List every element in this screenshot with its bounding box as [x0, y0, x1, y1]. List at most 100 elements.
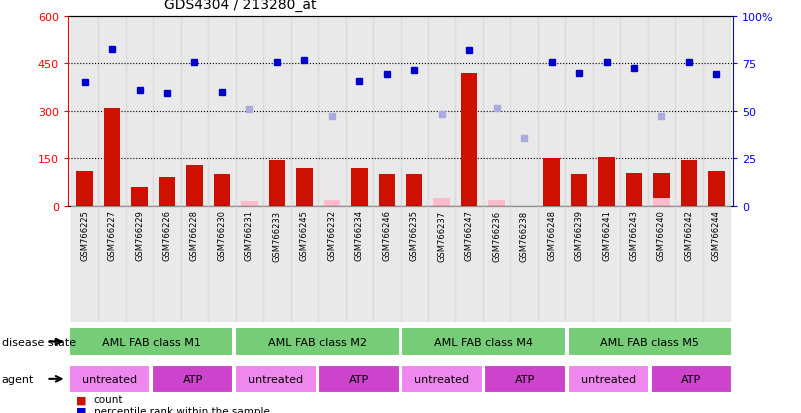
- Bar: [406, 175, 422, 206]
- Bar: [593, 17, 620, 207]
- Bar: [351, 169, 368, 206]
- Text: GSM766226: GSM766226: [163, 210, 171, 261]
- Text: GSM766227: GSM766227: [107, 210, 116, 261]
- Text: percentile rank within the sample: percentile rank within the sample: [94, 406, 270, 413]
- Text: ATP: ATP: [183, 374, 203, 384]
- Bar: [235, 365, 316, 393]
- Bar: [235, 17, 264, 207]
- Bar: [537, 17, 566, 207]
- Text: AML FAB class M2: AML FAB class M2: [268, 337, 367, 347]
- Text: GSM766244: GSM766244: [712, 210, 721, 261]
- Text: GSM766228: GSM766228: [190, 210, 199, 261]
- Bar: [241, 202, 258, 206]
- Bar: [181, 17, 208, 207]
- Bar: [69, 328, 233, 356]
- Bar: [571, 175, 587, 206]
- Bar: [186, 165, 203, 206]
- Bar: [126, 206, 153, 322]
- Bar: [208, 17, 235, 207]
- Bar: [291, 17, 318, 207]
- Text: GSM766243: GSM766243: [630, 210, 638, 261]
- Bar: [235, 328, 400, 356]
- Text: GSM766230: GSM766230: [217, 210, 227, 261]
- Bar: [566, 206, 593, 322]
- Bar: [345, 206, 373, 322]
- Bar: [675, 17, 702, 207]
- Bar: [620, 17, 648, 207]
- Bar: [296, 169, 312, 206]
- Bar: [69, 365, 151, 393]
- Text: ■: ■: [76, 394, 87, 404]
- Bar: [626, 173, 642, 206]
- Bar: [401, 328, 566, 356]
- Text: GSM766235: GSM766235: [410, 210, 419, 261]
- Text: ■: ■: [76, 406, 87, 413]
- Bar: [159, 178, 175, 206]
- Bar: [428, 17, 456, 207]
- Text: count: count: [94, 394, 123, 404]
- Text: ATP: ATP: [348, 374, 369, 384]
- Bar: [483, 206, 510, 322]
- Text: disease state: disease state: [2, 337, 76, 347]
- Bar: [675, 206, 702, 322]
- Bar: [654, 173, 670, 206]
- Bar: [126, 17, 153, 207]
- Text: GSM766247: GSM766247: [465, 210, 473, 261]
- Bar: [264, 206, 291, 322]
- Bar: [593, 206, 620, 322]
- Bar: [235, 206, 264, 322]
- Bar: [104, 108, 120, 206]
- Bar: [510, 206, 537, 322]
- Bar: [537, 206, 566, 322]
- Text: GSM766233: GSM766233: [272, 210, 281, 261]
- Bar: [318, 365, 400, 393]
- Text: GSM766246: GSM766246: [382, 210, 391, 261]
- Bar: [708, 172, 725, 206]
- Text: GSM766239: GSM766239: [574, 210, 584, 261]
- Bar: [648, 17, 675, 207]
- Bar: [318, 17, 345, 207]
- Bar: [702, 206, 731, 322]
- Text: AML FAB class M5: AML FAB class M5: [601, 337, 699, 347]
- Bar: [456, 17, 483, 207]
- Text: GSM766245: GSM766245: [300, 210, 309, 261]
- Text: untreated: untreated: [82, 374, 137, 384]
- Bar: [268, 161, 285, 206]
- Bar: [379, 175, 395, 206]
- Bar: [214, 175, 230, 206]
- Bar: [650, 365, 732, 393]
- Bar: [99, 17, 126, 207]
- Bar: [401, 365, 483, 393]
- Text: GSM766229: GSM766229: [135, 210, 144, 261]
- Text: AML FAB class M4: AML FAB class M4: [434, 337, 533, 347]
- Text: GSM766225: GSM766225: [80, 210, 89, 261]
- Text: GSM766234: GSM766234: [355, 210, 364, 261]
- Text: untreated: untreated: [248, 374, 304, 384]
- Text: GSM766241: GSM766241: [602, 210, 611, 261]
- Bar: [208, 206, 235, 322]
- Bar: [373, 206, 400, 322]
- Bar: [345, 17, 373, 207]
- Text: GSM766248: GSM766248: [547, 210, 556, 261]
- Bar: [510, 17, 537, 207]
- Bar: [598, 157, 615, 206]
- Bar: [568, 328, 732, 356]
- Text: GSM766237: GSM766237: [437, 210, 446, 261]
- Bar: [131, 188, 147, 206]
- Bar: [681, 161, 697, 206]
- Text: GSM766232: GSM766232: [328, 210, 336, 261]
- Bar: [461, 74, 477, 206]
- Bar: [489, 200, 505, 206]
- Text: GSM766231: GSM766231: [245, 210, 254, 261]
- Bar: [152, 365, 233, 393]
- Bar: [620, 206, 648, 322]
- Text: AML FAB class M1: AML FAB class M1: [102, 337, 200, 347]
- Bar: [485, 365, 566, 393]
- Text: GSM766238: GSM766238: [520, 210, 529, 261]
- Bar: [264, 17, 291, 207]
- Bar: [318, 206, 345, 322]
- Text: GSM766240: GSM766240: [657, 210, 666, 261]
- Text: GSM766236: GSM766236: [492, 210, 501, 261]
- Bar: [568, 365, 649, 393]
- Bar: [76, 172, 93, 206]
